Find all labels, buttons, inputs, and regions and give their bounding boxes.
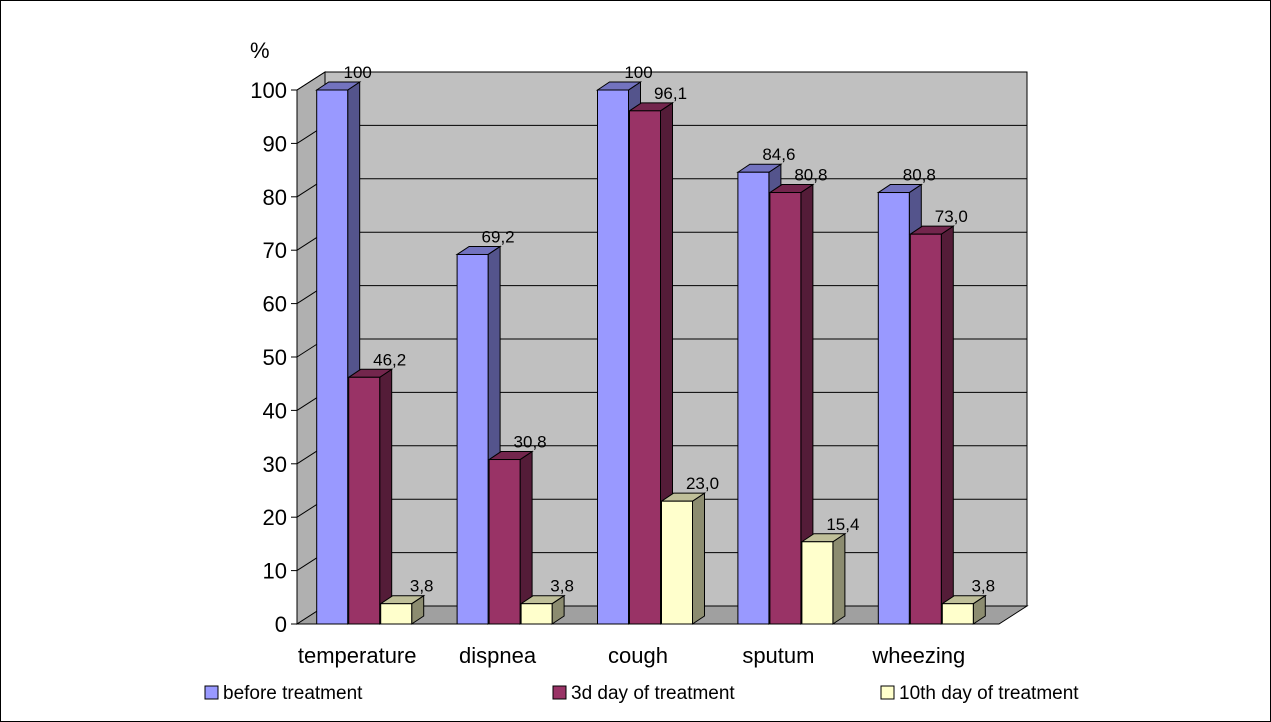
y-tick-label: 90 bbox=[263, 131, 287, 156]
category-label: wheezing bbox=[871, 643, 965, 668]
category-label: sputum bbox=[742, 643, 814, 668]
y-tick-label: 30 bbox=[263, 452, 287, 477]
bar bbox=[800, 532, 847, 625]
y-tick-label: 50 bbox=[263, 345, 287, 370]
bar bbox=[659, 492, 707, 625]
y-tick-label: 10 bbox=[263, 559, 287, 584]
bar-front bbox=[909, 233, 942, 625]
data-label: 96,1 bbox=[654, 84, 687, 103]
data-label: 3,8 bbox=[971, 577, 995, 596]
category-label: dispnea bbox=[459, 643, 537, 668]
data-label: 73,0 bbox=[935, 207, 968, 226]
data-labels: 10046,23,869,230,83,810096,123,084,680,8… bbox=[344, 63, 996, 596]
y-axis-unit-label: % bbox=[250, 38, 270, 63]
bar bbox=[347, 368, 394, 625]
y-tick-label: 70 bbox=[263, 238, 287, 263]
gridline-side bbox=[296, 71, 326, 91]
data-label: 69,2 bbox=[482, 227, 515, 246]
bar bbox=[768, 183, 815, 625]
bar bbox=[487, 450, 534, 625]
data-label: 30,8 bbox=[514, 433, 547, 452]
data-label: 15,4 bbox=[826, 515, 859, 534]
bars bbox=[315, 81, 987, 625]
bar bbox=[519, 594, 566, 625]
data-label: 80,8 bbox=[794, 166, 827, 185]
data-label: 3,8 bbox=[550, 577, 574, 596]
legend-swatch bbox=[880, 685, 895, 700]
data-label: 100 bbox=[624, 63, 652, 82]
legend-entry: before treatment bbox=[204, 683, 363, 704]
y-tick-label: 100 bbox=[250, 78, 287, 103]
legend-swatch bbox=[552, 685, 567, 700]
y-tick-label: 20 bbox=[263, 505, 287, 530]
bar-front bbox=[877, 192, 910, 625]
y-tick-label: 80 bbox=[263, 185, 287, 210]
bar-front bbox=[488, 459, 521, 625]
bar-front bbox=[520, 603, 553, 625]
data-label: 100 bbox=[344, 63, 372, 82]
bar-side bbox=[692, 492, 705, 625]
bar-front bbox=[316, 89, 349, 625]
bar-front bbox=[629, 110, 661, 625]
data-label: 46,2 bbox=[373, 350, 406, 369]
category-label: temperature bbox=[298, 643, 417, 668]
legend: before treatment 3d day of treatment 10th … bbox=[204, 683, 1079, 704]
legend-label: 10th day of treatment bbox=[899, 683, 1079, 704]
value-axis: 0 10 20 30 40 50 60 70 80 90 100 bbox=[250, 78, 298, 637]
legend-entry: 3d day of treatment bbox=[552, 683, 735, 704]
legend-entry: 10th day of treatment bbox=[880, 683, 1079, 704]
legend-label: before treatment bbox=[223, 683, 363, 704]
bar-side bbox=[940, 225, 954, 625]
bar-side bbox=[832, 532, 846, 625]
y-tick-label: 0 bbox=[275, 612, 287, 637]
bar-front bbox=[380, 603, 413, 625]
data-label: 23,0 bbox=[686, 474, 719, 493]
bar-front bbox=[941, 603, 974, 625]
bar-front bbox=[597, 89, 629, 625]
bar-front bbox=[348, 376, 381, 625]
y-tick-label: 60 bbox=[263, 292, 287, 317]
y-tick-label: 40 bbox=[263, 398, 287, 423]
bar bbox=[379, 594, 426, 625]
category-label: cough bbox=[608, 643, 668, 668]
bar bbox=[940, 594, 987, 625]
bar-front bbox=[456, 253, 489, 625]
bar-side bbox=[379, 368, 393, 625]
bar-front bbox=[769, 192, 802, 625]
bar-front bbox=[661, 500, 693, 625]
data-label: 84,6 bbox=[762, 145, 795, 164]
bar-front bbox=[737, 171, 770, 625]
bar-front bbox=[801, 541, 834, 625]
bar bbox=[627, 101, 675, 625]
data-label: 80,8 bbox=[903, 166, 936, 185]
legend-swatch bbox=[204, 685, 219, 700]
bar bbox=[908, 225, 955, 625]
legend-label: 3d day of treatment bbox=[571, 683, 735, 704]
data-label: 3,8 bbox=[410, 577, 434, 596]
category-labels: temperature dispnea cough sputum wheezing bbox=[298, 643, 965, 668]
